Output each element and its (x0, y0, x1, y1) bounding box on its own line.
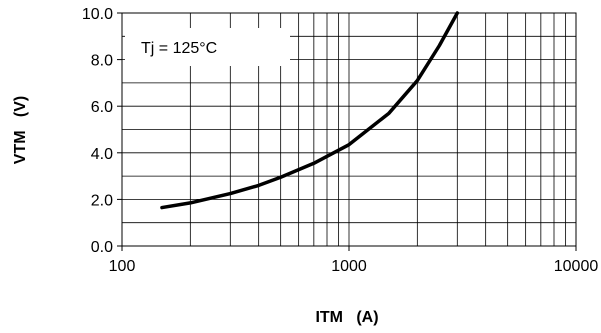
x-tick-label: 10000 (554, 258, 599, 275)
x-tick-label: 1000 (331, 258, 367, 275)
grid-lines (122, 13, 576, 246)
temperature-annotation: Tj = 125°C (141, 40, 217, 57)
y-tick-label: 10.0 (82, 6, 113, 23)
x-axis-label: ITM (A) (315, 309, 378, 326)
x-tick-labels: 100 1000 10000 (109, 246, 599, 275)
y-tick-label: 0.0 (91, 239, 113, 256)
y-tick-labels: 0.0 2.0 4.0 6.0 8.0 10.0 (82, 6, 122, 256)
y-tick-label: 4.0 (91, 146, 113, 163)
y-axis-label: VTM (V) (12, 96, 29, 164)
y-tick-label: 6.0 (91, 99, 113, 116)
y-tick-label: 8.0 (91, 53, 113, 70)
x-tick-label: 100 (109, 258, 136, 275)
y-tick-label: 2.0 (91, 192, 113, 209)
annotation-box (125, 28, 290, 66)
vtm-curve (160, 11, 460, 210)
